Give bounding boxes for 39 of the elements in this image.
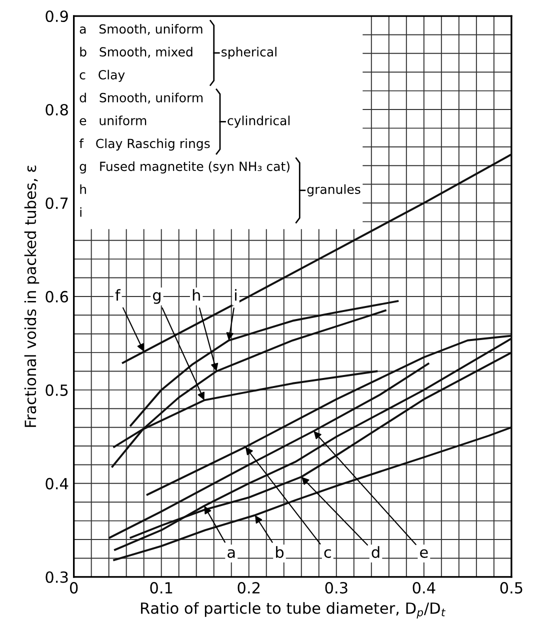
- annotation: granules: [307, 184, 360, 196]
- annotation: g Fused magnetite (syn NH₃ cat): [80, 161, 290, 174]
- annotation: h: [192, 289, 200, 301]
- x-tick-label: 0.4: [412, 582, 436, 594]
- y-tick-label: 0.4: [46, 478, 68, 490]
- annotation: a Smooth, uniform: [80, 24, 202, 35]
- x-axis-title: Ratio of particle to tube diameter, D$_{p}$/D$_{t}$: [141, 602, 446, 618]
- annotation: c Clay: [80, 70, 125, 82]
- annotation: b: [276, 546, 284, 558]
- line-series: [108, 362, 430, 539]
- x-tick-label: 0.3: [325, 582, 348, 594]
- y-tick-label: 0.9: [46, 10, 68, 22]
- annotation: i: [235, 289, 236, 301]
- annotation: b Smooth, mixed: [80, 46, 192, 58]
- annotation: cylindrical: [228, 116, 290, 128]
- annotation: f: [115, 289, 121, 301]
- y-tick-label: 0.6: [46, 290, 68, 302]
- annotation: e uniform: [80, 116, 146, 126]
- annotation: g: [152, 292, 160, 304]
- annotation: spherical: [222, 46, 276, 59]
- annotation: h: [80, 184, 86, 194]
- y-tick-label: 0.8: [46, 104, 68, 116]
- line-series: [113, 426, 512, 562]
- annotation: f Clay Raschig rings: [79, 138, 210, 151]
- annotation: a: [228, 549, 235, 558]
- x-tick-label: 0.1: [150, 582, 172, 594]
- x-tick-label: 0.5: [500, 582, 522, 594]
- y-tick-label: 0.7: [46, 197, 68, 210]
- y-tick-label: 0.3: [46, 571, 68, 583]
- annotation: d: [372, 546, 380, 558]
- x-tick-label: 0: [70, 582, 78, 594]
- annotation: i: [80, 207, 82, 217]
- annotation: e: [420, 549, 428, 558]
- annotation: c: [324, 549, 331, 558]
- line-series: [111, 310, 386, 468]
- y-axis-title: Fractional voids in packed tubes, ε: [24, 166, 40, 427]
- y-tick-label: 0.5: [46, 384, 68, 396]
- x-tick-label: 0.2: [238, 582, 260, 594]
- annotation: d Smooth, uniform: [80, 92, 203, 104]
